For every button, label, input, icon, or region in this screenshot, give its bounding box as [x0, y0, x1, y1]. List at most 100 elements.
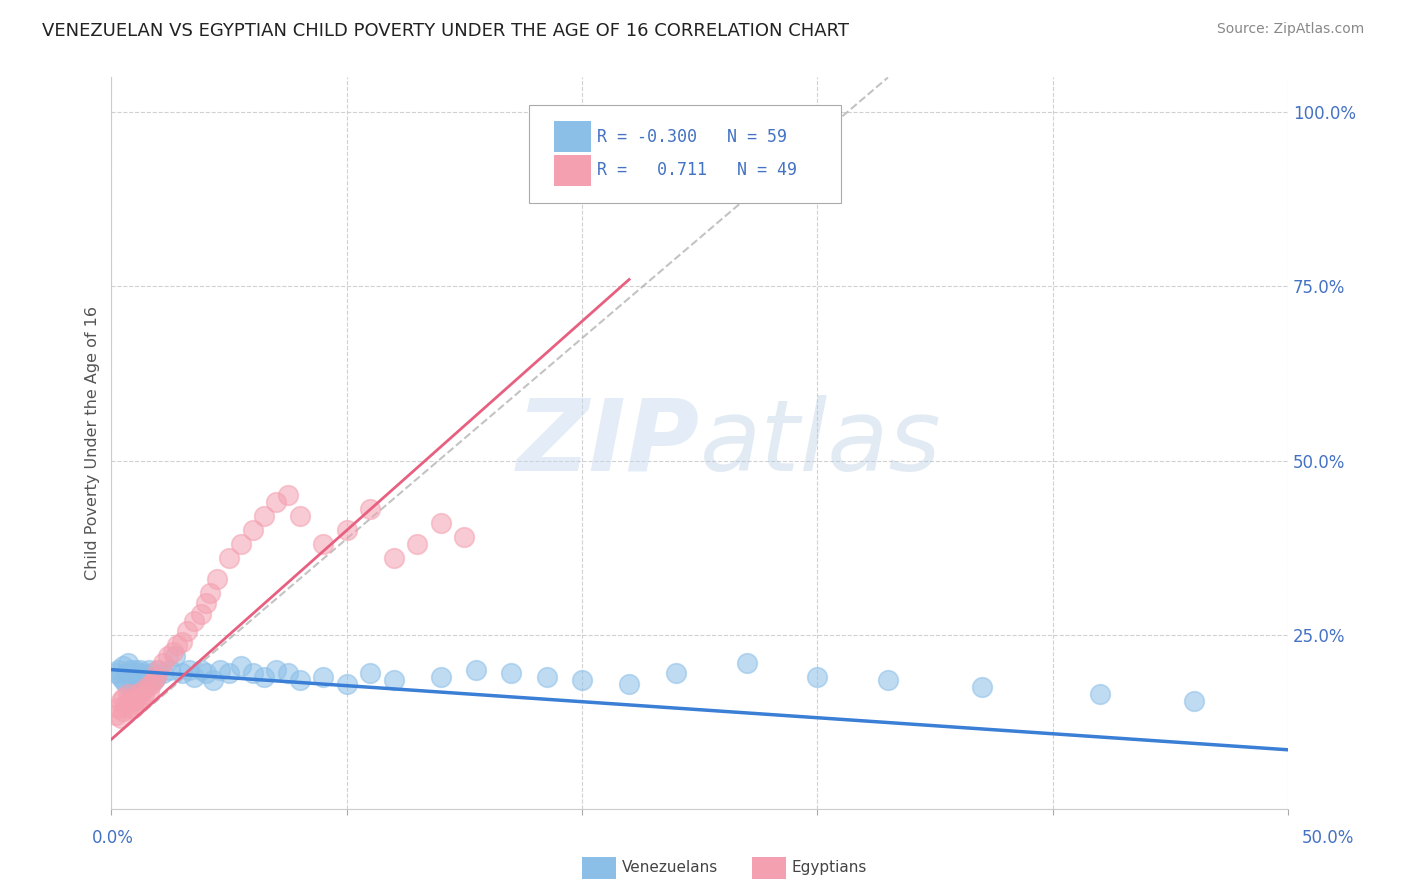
Point	[128, 663, 150, 677]
Point	[183, 614, 205, 628]
Point	[208, 663, 231, 677]
FancyBboxPatch shape	[554, 121, 592, 152]
Point	[194, 597, 217, 611]
Text: Egyptians: Egyptians	[792, 861, 868, 875]
Point	[117, 666, 139, 681]
Point	[288, 509, 311, 524]
Point	[264, 495, 287, 509]
Point	[105, 666, 128, 681]
Point	[359, 666, 381, 681]
Point	[127, 698, 149, 712]
Point	[218, 551, 240, 566]
Point	[117, 656, 139, 670]
Point	[127, 687, 149, 701]
Point	[406, 537, 429, 551]
Point	[336, 676, 359, 690]
Point	[107, 701, 129, 715]
Point	[138, 683, 160, 698]
Point	[288, 673, 311, 687]
Point	[382, 673, 405, 687]
Point	[1182, 694, 1205, 708]
Text: 0.0%: 0.0%	[91, 829, 134, 847]
Point	[105, 708, 128, 723]
Text: 50.0%: 50.0%	[1302, 829, 1354, 847]
FancyBboxPatch shape	[529, 104, 841, 203]
Point	[1088, 687, 1111, 701]
Point	[336, 524, 359, 538]
Text: Source: ZipAtlas.com: Source: ZipAtlas.com	[1216, 22, 1364, 37]
Point	[200, 586, 222, 600]
Point	[970, 680, 993, 694]
Point	[229, 659, 252, 673]
Text: R =   0.711   N = 49: R = 0.711 N = 49	[598, 161, 797, 179]
Point	[145, 670, 167, 684]
Point	[536, 670, 558, 684]
Y-axis label: Child Poverty Under the Age of 16: Child Poverty Under the Age of 16	[86, 306, 100, 580]
Point	[114, 676, 136, 690]
Point	[110, 694, 132, 708]
Point	[134, 673, 156, 687]
Point	[135, 670, 157, 684]
Point	[166, 638, 188, 652]
Point	[134, 687, 156, 701]
Text: VENEZUELAN VS EGYPTIAN CHILD POVERTY UNDER THE AGE OF 16 CORRELATION CHART: VENEZUELAN VS EGYPTIAN CHILD POVERTY UND…	[42, 22, 849, 40]
Point	[170, 666, 193, 681]
Point	[121, 680, 143, 694]
Point	[312, 670, 335, 684]
Point	[127, 676, 149, 690]
Point	[138, 663, 160, 677]
Point	[124, 673, 146, 687]
Point	[112, 659, 135, 673]
Point	[617, 676, 640, 690]
Point	[194, 666, 217, 681]
Point	[229, 537, 252, 551]
Point	[253, 509, 276, 524]
Point	[121, 701, 143, 715]
Point	[735, 656, 758, 670]
Point	[141, 666, 163, 681]
Point	[264, 663, 287, 677]
Point	[148, 663, 170, 677]
Point	[156, 648, 179, 663]
Point	[207, 572, 229, 586]
Point	[131, 683, 153, 698]
Point	[112, 673, 135, 687]
Point	[107, 663, 129, 677]
FancyBboxPatch shape	[554, 155, 592, 186]
Text: atlas: atlas	[700, 395, 942, 491]
Point	[142, 673, 165, 687]
Point	[159, 663, 181, 677]
Point	[170, 634, 193, 648]
Point	[177, 663, 200, 677]
Point	[242, 666, 264, 681]
Point	[183, 670, 205, 684]
Point	[253, 670, 276, 684]
Point	[141, 676, 163, 690]
Point	[142, 673, 165, 687]
Point	[121, 670, 143, 684]
Point	[114, 698, 136, 712]
Point	[201, 673, 224, 687]
Text: R = -0.300   N = 59: R = -0.300 N = 59	[598, 128, 787, 145]
Point	[501, 666, 523, 681]
Point	[242, 524, 264, 538]
Point	[877, 673, 900, 687]
Point	[571, 673, 593, 687]
Point	[145, 670, 167, 684]
Point	[430, 670, 453, 684]
Point	[131, 666, 153, 681]
Point	[218, 666, 240, 681]
Point	[124, 663, 146, 677]
Point	[190, 607, 212, 621]
Point	[163, 648, 186, 663]
Point	[162, 645, 184, 659]
Text: ZIP: ZIP	[516, 395, 700, 491]
Point	[110, 711, 132, 725]
Point	[152, 656, 174, 670]
Point	[117, 701, 139, 715]
Point	[120, 673, 142, 687]
Point	[277, 488, 299, 502]
Point	[120, 663, 142, 677]
Point	[127, 666, 149, 681]
Point	[120, 694, 142, 708]
